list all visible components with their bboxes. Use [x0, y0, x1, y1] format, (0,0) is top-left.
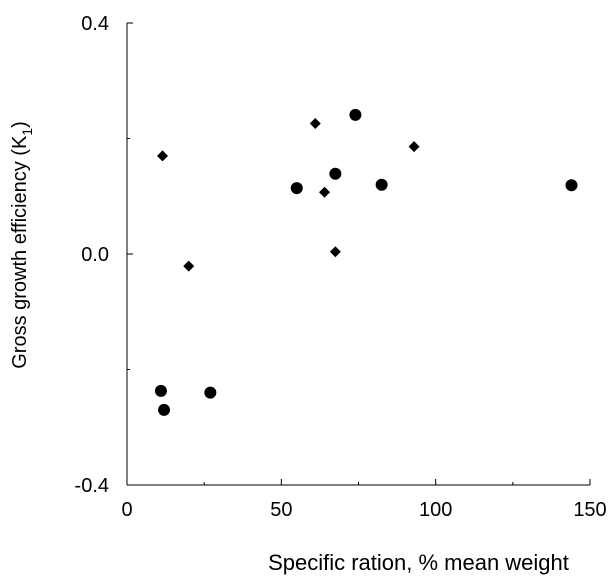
circle-point — [565, 179, 578, 192]
x-tick-label: 0 — [121, 499, 132, 521]
data-points — [154, 108, 578, 416]
diamond-point — [183, 260, 195, 272]
x-tick-label: 100 — [419, 499, 452, 521]
y-axis-ticks: -0.4 0.0 0.4 — [75, 13, 133, 497]
diamond-point — [329, 246, 341, 258]
y-axis-label-subscript: 1 — [19, 128, 35, 136]
y-tick-label: 0.0 — [81, 244, 109, 266]
circle-point — [204, 386, 217, 399]
circle-point — [154, 384, 167, 397]
circle-point — [158, 403, 171, 416]
x-tick-label: 150 — [573, 499, 606, 521]
x-axis-label: Specific ration, % mean weight — [268, 550, 569, 575]
x-tick-label: 50 — [270, 499, 292, 521]
circle-point — [375, 178, 388, 191]
y-axis-label-main: Gross growth efficiency (K — [9, 135, 31, 369]
y-axis-label-suffix: ) — [9, 121, 31, 128]
diamond-point — [319, 186, 331, 198]
y-tick-label: 0.4 — [81, 13, 109, 35]
diamond-point — [156, 150, 168, 162]
circle-point — [349, 108, 362, 121]
diamond-point — [408, 141, 420, 153]
diamond-point — [309, 117, 321, 129]
y-tick-label: -0.4 — [75, 475, 109, 497]
x-axis-ticks: 0 50 100 150 — [121, 479, 607, 521]
circle-point — [329, 167, 342, 180]
circle-point — [290, 182, 303, 195]
y-axis-label: Gross growth efficiency (K1) — [9, 121, 35, 369]
